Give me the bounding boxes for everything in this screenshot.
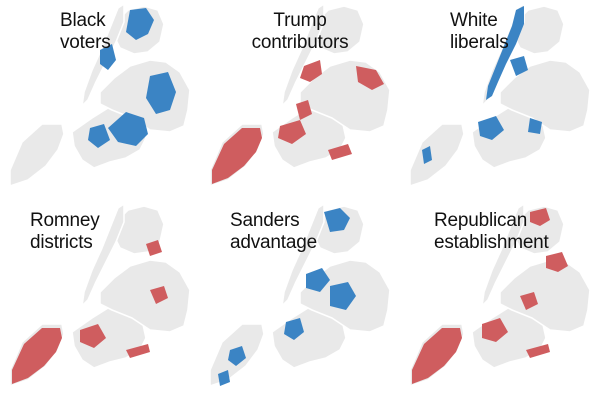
panel-title: Sanders advantage xyxy=(230,210,317,254)
panel-republican-establishment: Republican establishment xyxy=(400,200,600,400)
nyc-map-trump-contributors xyxy=(209,3,391,187)
nyc-map-romney-districts xyxy=(9,203,191,387)
nyc-map-black-voters xyxy=(9,3,191,187)
title-line: contributors xyxy=(251,32,349,53)
panel-title: Black voters xyxy=(60,10,111,54)
panel-white-liberals: White liberals xyxy=(400,0,600,200)
title-line: Republican xyxy=(434,210,528,231)
title-line: White xyxy=(450,10,498,31)
panel-title: Romney districts xyxy=(30,210,100,254)
nyc-map-white-liberals xyxy=(409,3,591,187)
highlight-areas-red xyxy=(412,208,568,384)
highlight-areas-red xyxy=(212,60,384,184)
title-line: Black xyxy=(60,10,106,31)
panel-trump-contributors: Trump contributors xyxy=(200,0,400,200)
panel-black-voters: Black voters xyxy=(0,0,200,200)
title-line: Sanders xyxy=(230,210,300,231)
highlight-areas-blue xyxy=(218,208,356,386)
highlight-areas-red xyxy=(12,240,168,384)
title-line: establishment xyxy=(434,232,549,253)
panel-sanders-advantage: Sanders advantage xyxy=(200,200,400,400)
nyc-map-sanders-advantage xyxy=(209,203,391,387)
panel-title: White liberals xyxy=(450,10,509,54)
highlight-areas-blue xyxy=(422,6,542,164)
panel-title: Republican establishment xyxy=(434,210,549,254)
title-line: voters xyxy=(60,32,111,53)
highlight-areas-blue xyxy=(88,8,176,148)
panel-romney-districts: Romney districts xyxy=(0,200,200,400)
title-line: liberals xyxy=(450,32,509,53)
title-line: Trump xyxy=(273,10,327,31)
nyc-map-republican-establishment xyxy=(409,203,591,387)
panel-title: Trump contributors xyxy=(200,10,400,54)
title-line: districts xyxy=(30,232,93,253)
title-line: Romney xyxy=(30,210,100,231)
title-line: advantage xyxy=(230,232,317,253)
